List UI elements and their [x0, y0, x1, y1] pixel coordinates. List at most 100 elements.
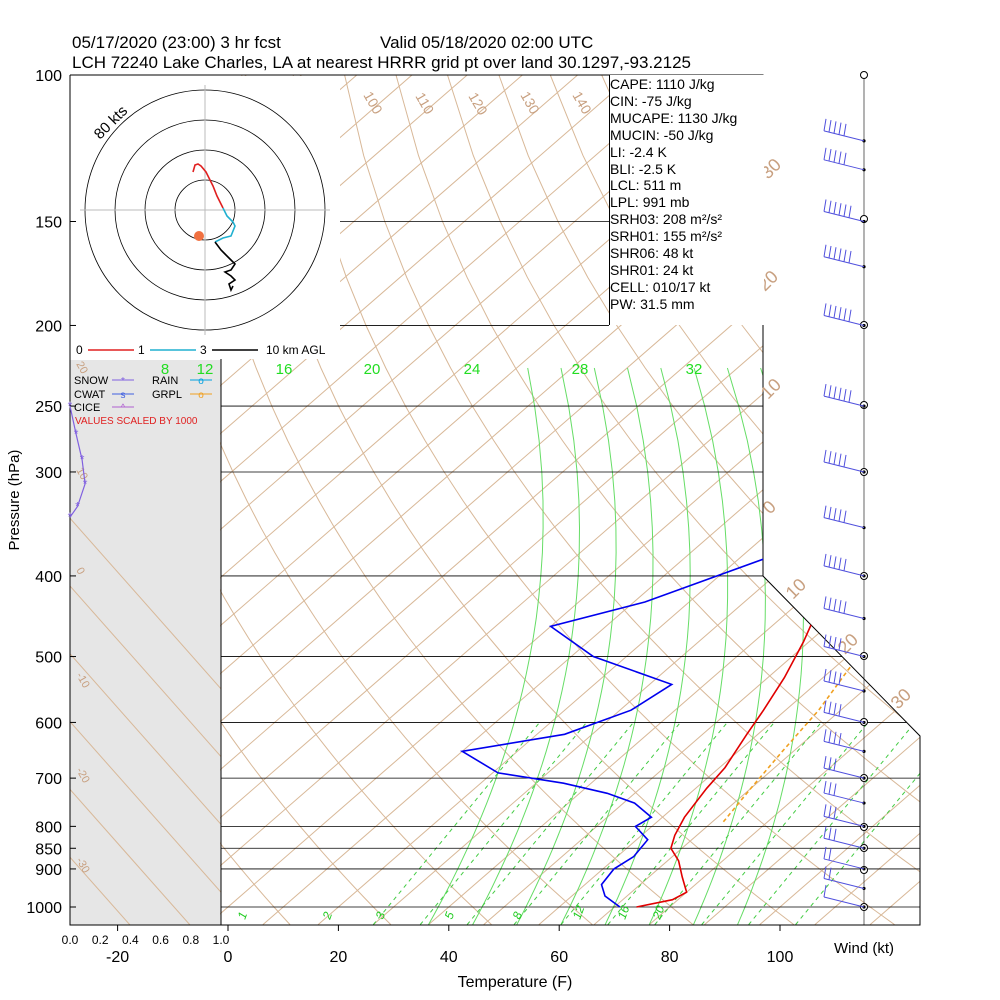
wind-barb-flag [838, 453, 842, 466]
storm-motion-marker [194, 231, 204, 241]
wind-barb-flag [833, 783, 837, 796]
isotherm-line [483, 75, 920, 925]
wind-point [862, 749, 866, 753]
hydro-legend-marker: * [121, 376, 125, 387]
dry-adiabat-line [498, 75, 920, 925]
wind-barb-flag [838, 638, 842, 651]
wind-point [862, 654, 866, 659]
wind-barb-flag [838, 387, 842, 400]
wind-barb-flag [823, 826, 827, 839]
dry-adiabat-line [220, 75, 492, 925]
moist-adiabat-line [560, 367, 654, 925]
wind-barb-flag [828, 670, 832, 683]
wind-barb-flag [823, 780, 827, 794]
wind-barb-flag [823, 668, 827, 682]
hydrometeor-panel-background [70, 360, 221, 925]
dry-adiabat-line [549, 75, 920, 925]
pressure-tick-label: 100 [35, 68, 62, 85]
wind-barb-flag [823, 729, 827, 742]
dry-adiabat-line [220, 75, 291, 925]
temperature-tick-label: -20 [106, 949, 129, 966]
hydro-legend-marker: o [198, 376, 204, 387]
mixing-ratio-label: 16 [615, 903, 633, 921]
wind-barb-flag [838, 122, 842, 135]
hydro-scale-note: VALUES SCALED BY 1000 [75, 416, 198, 427]
wind-barb-flag [828, 120, 832, 133]
wind-point [862, 616, 866, 621]
dry-adiabat-line [292, 75, 895, 925]
pressure-tick-label: 900 [35, 862, 62, 879]
pressure-tick-label: 800 [35, 819, 62, 836]
wind-barb-flag [828, 506, 832, 519]
isotherm-line [220, 75, 578, 925]
hydro-legend-label: RAIN [152, 375, 178, 387]
wind-barb-flag [833, 758, 837, 771]
hodograph-legend-label: 1 [138, 343, 145, 357]
wind-barb-flag [828, 827, 832, 840]
snow-profile-line [69, 405, 86, 518]
dry-adiabat-line [962, 75, 1000, 925]
index-bli: BLI: -2.5 K [610, 160, 677, 177]
moist-adiabat-line [604, 367, 691, 925]
hodograph-3-10km [214, 241, 237, 293]
hydro-legend-label: GRPL [152, 389, 182, 401]
wind-barb-flag [833, 121, 837, 134]
wind-barb-flag [823, 700, 827, 713]
wind-barb-flag [843, 601, 847, 614]
wind-barb-flag [823, 804, 827, 817]
wind-barb-flag [833, 305, 837, 319]
dry-adiabat-line [220, 75, 392, 925]
index-lcl: LCL: 511 m [610, 177, 682, 194]
wind-barb-staff [823, 680, 865, 692]
mixing-ratio-line [560, 722, 728, 925]
hydro-isotherm-label: 10 [73, 466, 90, 483]
wind-barb-flag [823, 884, 827, 898]
index-mucape: MUCAPE: 1130 J/kg [610, 109, 738, 126]
temperature-tick-label: 40 [440, 949, 458, 966]
wind-barb-flag [843, 123, 847, 136]
hodograph-legend-label: 0 [76, 343, 83, 357]
header-location: LCH 72240 Lake Charles, LA at nearest HR… [72, 53, 691, 72]
moist-adiabat-line [693, 367, 766, 925]
wind-barb-flag [823, 384, 827, 397]
isotherm-line [220, 75, 920, 925]
isotherm-label: 10 [757, 375, 785, 403]
wind-barb-flag [823, 634, 827, 647]
wind-barb-flag [823, 553, 827, 566]
dry-adiabat-label: 130 [517, 89, 543, 117]
wind-point [862, 846, 866, 850]
temperature-tick-label: 80 [661, 949, 679, 966]
wind-barb-flag [828, 757, 832, 770]
wind-barb-flag [828, 200, 832, 213]
temperature-tick-label: 0 [224, 949, 233, 966]
mixing-ratio-label: 3 [373, 910, 389, 921]
mixing-ratio-line [372, 722, 541, 925]
wind-barb-flag [833, 386, 837, 399]
wind-barb-flag [823, 505, 827, 518]
wind-barb-flag [823, 199, 827, 212]
moist-adiabat-label: 12 [197, 361, 214, 378]
mixing-ratio-label: 20 [649, 903, 667, 922]
hydro-x-tick-label: 0.8 [182, 933, 199, 947]
wind-barb-flag [833, 731, 837, 744]
index-cell: CELL: 010/17 kt [610, 278, 711, 295]
wind-barb-flag [833, 671, 837, 684]
wind-barb-flag [828, 635, 832, 648]
wind-barb-flag [833, 247, 837, 260]
wind-barb-flag [838, 557, 842, 570]
wind-barb-flag [823, 244, 827, 257]
wind-barb-flag [828, 555, 832, 568]
wind-barb-flag [828, 848, 832, 861]
snow-marker: * [68, 399, 73, 413]
mixing-ratio-label: 12 [570, 903, 588, 921]
isotherm-label: 10 [782, 575, 810, 603]
dry-adiabat-line [220, 75, 694, 925]
wind-point [862, 689, 866, 693]
wind-barb-flag [843, 454, 847, 468]
wind-barb-staff [823, 877, 865, 889]
moist-adiabat-line [472, 367, 581, 925]
index-srh03: SRH03: 208 m²/s² [610, 211, 723, 228]
wind-barb-flag [838, 509, 842, 522]
mixing-ratio-label: 1 [235, 910, 250, 921]
temperature-tick-label: 60 [550, 949, 568, 966]
